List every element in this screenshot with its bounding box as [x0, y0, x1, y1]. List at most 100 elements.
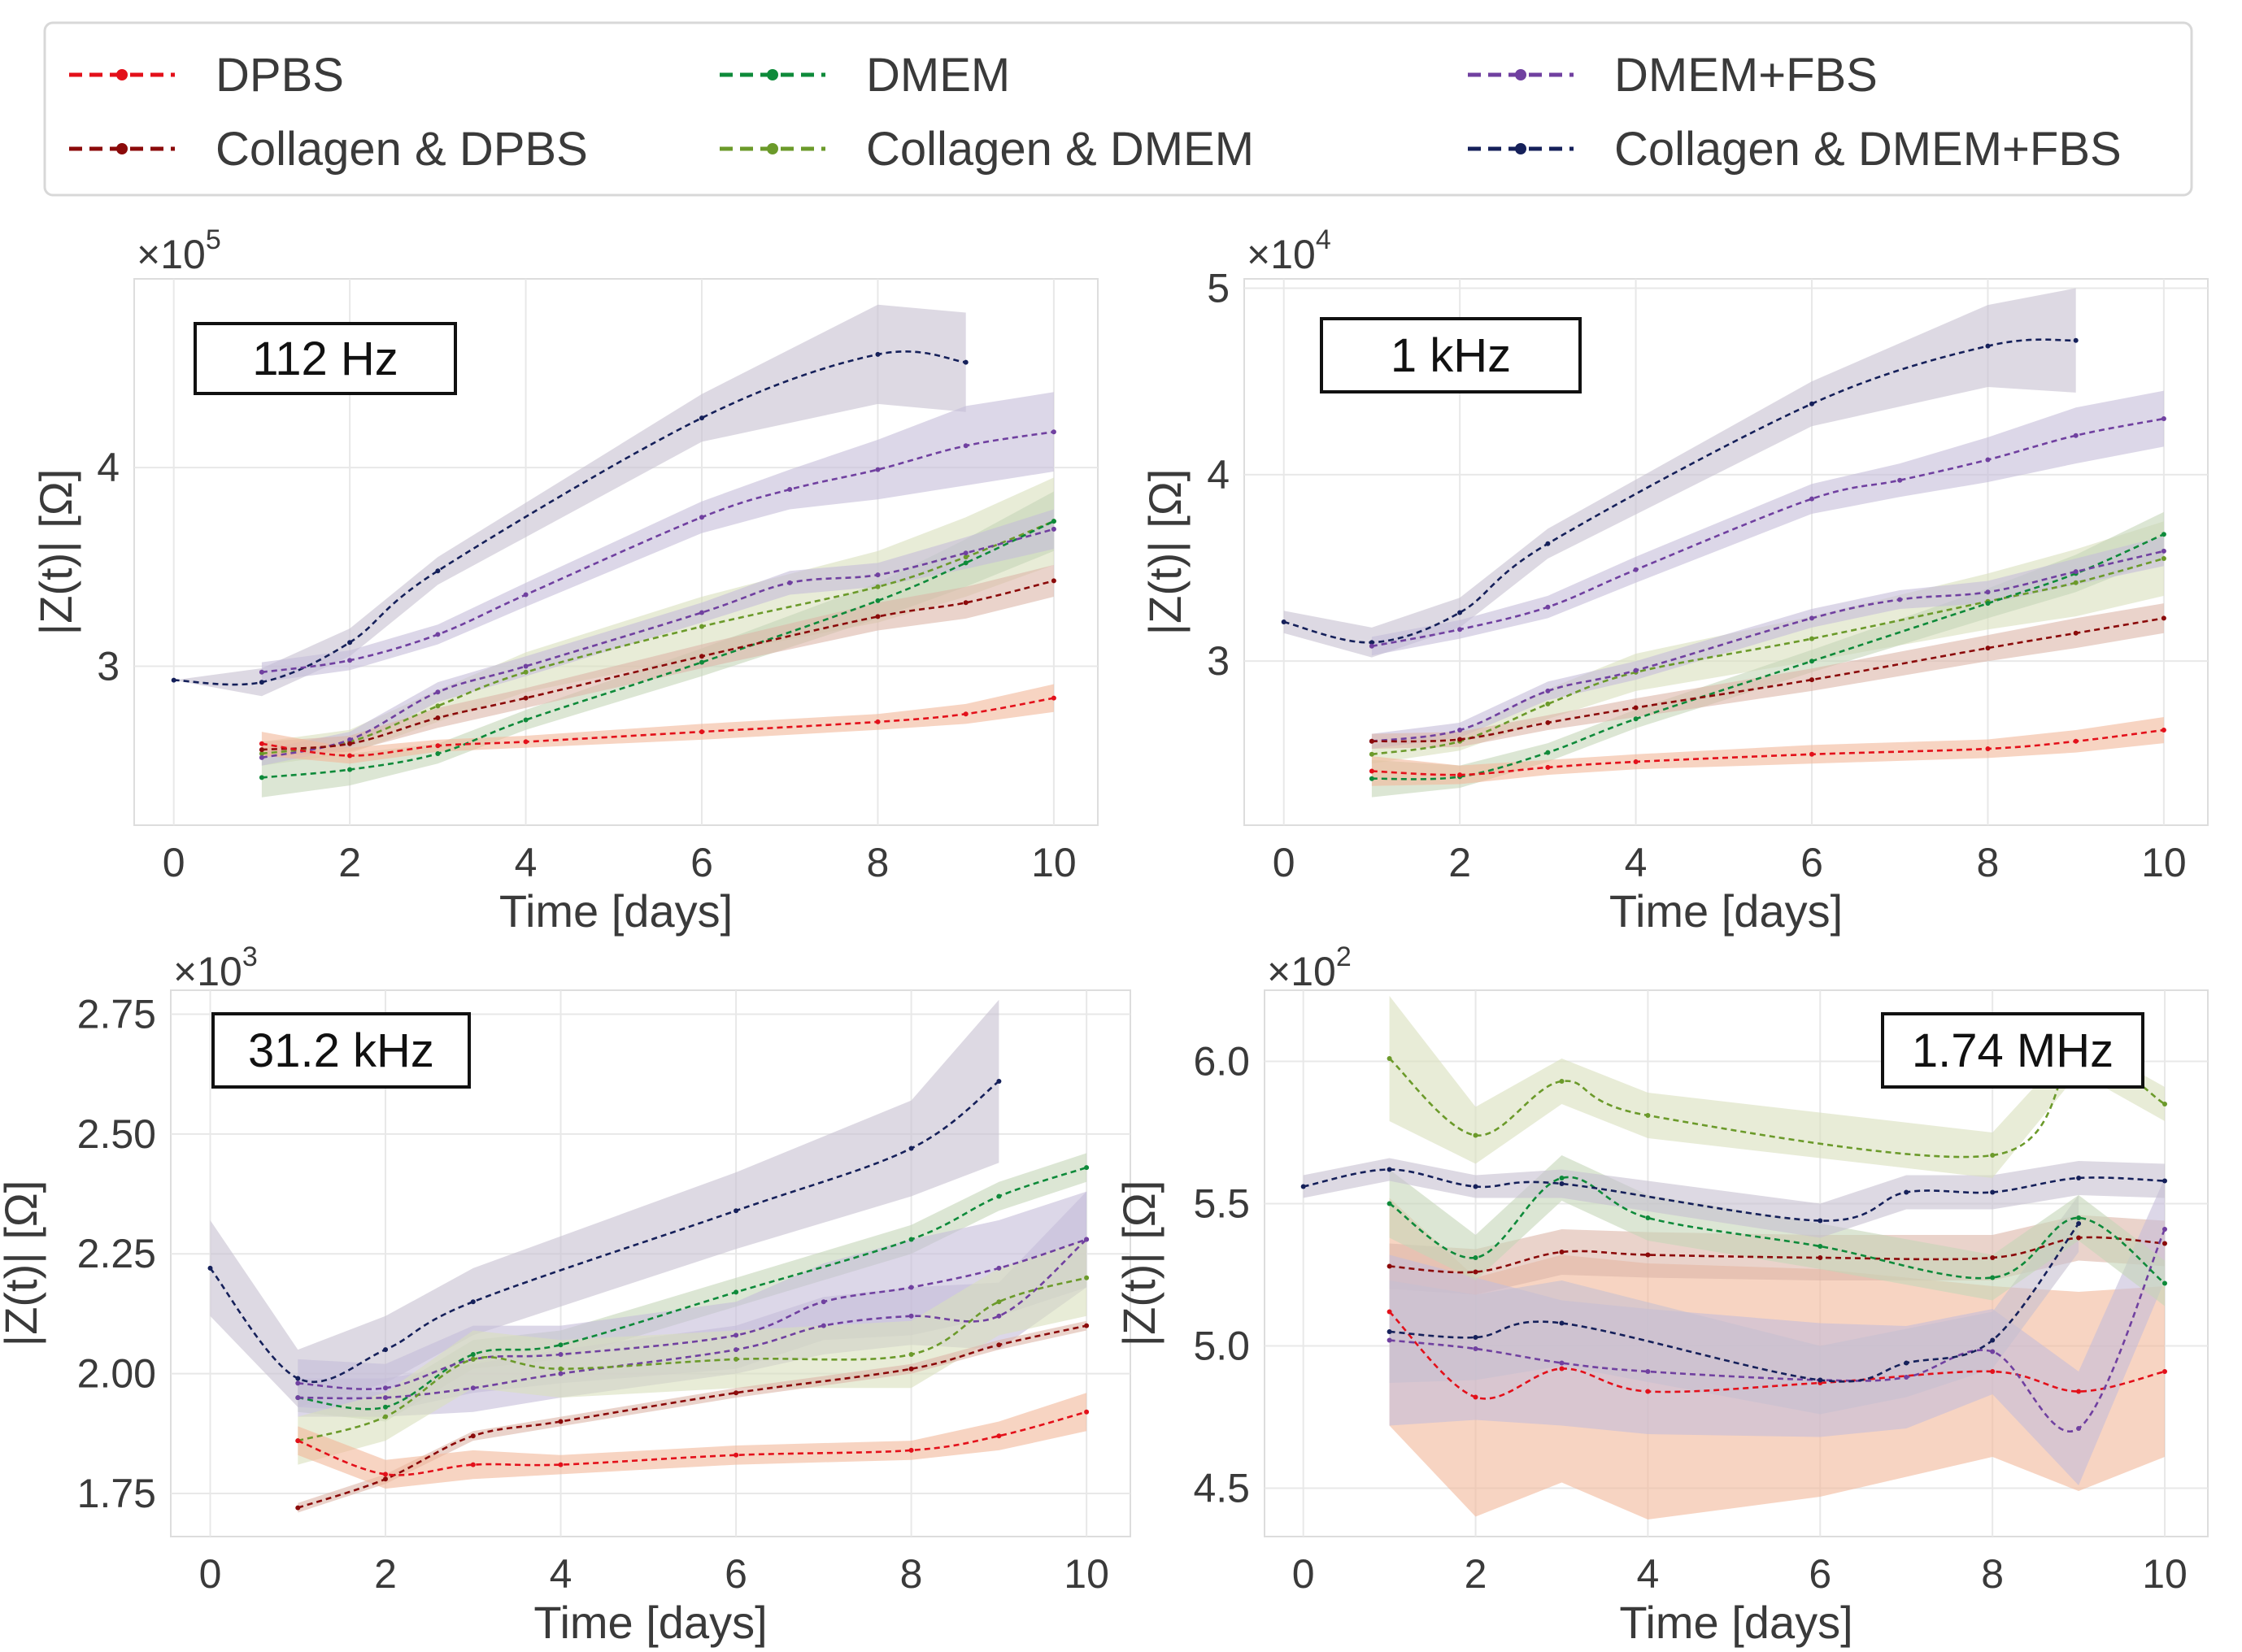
data-point-dmem-fbs	[996, 1265, 1002, 1271]
data-point-collagen-dpbs	[1369, 738, 1374, 744]
data-point-collagen-dmem-fbs	[1559, 1181, 1565, 1186]
data-point-dpbs	[1809, 751, 1814, 757]
series-line-dmem-fbs	[1371, 550, 2165, 743]
series-group	[207, 999, 1090, 1513]
data-point-dmem	[1559, 1176, 1565, 1180]
data-point-dpbs	[295, 1438, 301, 1444]
x-tick-label: 0	[1273, 840, 1295, 885]
data-point-collagen-dpbs	[963, 600, 969, 606]
y-tick-label: 3	[1207, 638, 1230, 684]
data-point-dpbs	[1369, 768, 1374, 774]
data-point-collagen-dmem-fbs	[435, 568, 441, 574]
data-point-dmem-fbs	[1545, 604, 1551, 610]
data-point-collagen-dpbs	[1545, 719, 1551, 725]
axis-multiplier: ×103	[173, 941, 258, 994]
data-point-dmem-fbs	[1051, 526, 1056, 532]
data-point-dmem	[1633, 716, 1639, 722]
data-point-dmem	[875, 598, 881, 603]
data-point-dmem-fbs	[2161, 548, 2166, 554]
legend-label-dmem: DMEM	[866, 49, 1010, 102]
data-point-dmem-fbs	[2073, 433, 2079, 438]
data-point-dmem-fbs	[734, 1332, 739, 1338]
x-tick-label: 6	[725, 1551, 747, 1597]
data-point-dmem-fbs	[1633, 567, 1639, 572]
data-point-dmem-fbs	[1559, 1360, 1565, 1366]
data-point-dpbs	[1633, 759, 1639, 764]
x-tick-label: 6	[690, 840, 713, 885]
x-tick-label: 4	[550, 1551, 572, 1597]
data-point-dmem-fbs	[347, 658, 353, 663]
data-point-collagen-dmem-fbs	[1818, 1377, 1823, 1383]
x-tick-label: 8	[900, 1551, 923, 1597]
x-tick-label: 10	[1064, 1551, 1109, 1597]
legend-marker-dmem-fbs	[1515, 69, 1526, 80]
legend-item-dmem: DMEM	[720, 49, 1010, 102]
data-point-dpbs	[2161, 728, 2166, 733]
data-point-collagen-dmem	[1990, 1153, 1996, 1158]
data-point-collagen-dmem-fbs	[347, 640, 353, 646]
data-point-dmem	[558, 1342, 564, 1348]
series-line-dpbs	[261, 697, 1055, 757]
data-point-dpbs	[1545, 764, 1551, 770]
series-line-collagen-dmem-fbs	[1283, 338, 2076, 644]
annotation-text: 31.2 kHz	[248, 1024, 434, 1077]
data-point-collagen-dmem-fbs	[1457, 610, 1463, 615]
data-point-dpbs	[2073, 738, 2079, 744]
data-point-collagen-dpbs	[383, 1476, 388, 1482]
data-point-collagen-dmem-fbs	[1387, 1329, 1392, 1334]
data-point-dmem-fbs	[2162, 1227, 2167, 1232]
axis-multiplier-base: ×10	[1247, 232, 1316, 277]
data-point-collagen-dmem-fbs	[1559, 1320, 1565, 1326]
series-line-dmem	[1371, 533, 2165, 780]
data-point-collagen-dpbs	[435, 715, 441, 720]
series-group	[1281, 288, 2166, 798]
data-point-collagen-dmem-fbs	[908, 1146, 914, 1151]
data-point-collagen-dmem	[259, 751, 264, 756]
x-tick-label: 2	[374, 1551, 397, 1597]
series-line-dmem-fbs	[298, 1238, 1087, 1390]
x-tick-label: 6	[1800, 840, 1823, 885]
data-point-dpbs	[2162, 1369, 2167, 1374]
data-point-dmem-fbs	[1645, 1369, 1651, 1374]
data-point-collagen-dpbs	[1633, 705, 1639, 711]
data-point-dmem-fbs	[699, 515, 704, 520]
data-point-dmem-fbs	[2076, 1426, 2082, 1431]
data-point-collagen-dmem	[1387, 1056, 1392, 1061]
data-point-collagen-dmem-fbs	[1369, 640, 1374, 646]
axis-multiplier: ×102	[1267, 941, 1352, 994]
data-point-collagen-dmem	[470, 1356, 476, 1362]
x-axis-label: Time [days]	[499, 885, 733, 937]
data-point-collagen-dpbs	[1645, 1252, 1651, 1258]
x-axis-label: Time [days]	[533, 1597, 767, 1648]
data-point-collagen-dpbs	[1809, 677, 1814, 683]
data-point-collagen-dmem-fbs	[1300, 1184, 1306, 1189]
x-axis-label: Time [days]	[1609, 885, 1843, 937]
data-point-dmem-fbs	[435, 632, 441, 637]
x-tick-label: 2	[338, 840, 361, 885]
legend-marker-collagen-dmem-fbs	[1515, 143, 1526, 154]
data-point-collagen-dmem	[1559, 1079, 1565, 1084]
data-point-collagen-dpbs	[1985, 646, 1991, 651]
y-axis-label: |Z(t)| [Ω]	[30, 469, 81, 636]
data-point-collagen-dmem	[1809, 636, 1814, 641]
axis-multiplier-exponent: 3	[242, 941, 258, 972]
legend-marker-dpbs	[116, 69, 128, 80]
error-band-collagen-dmem	[298, 1239, 1087, 1465]
annotation-text: 1 kHz	[1391, 329, 1511, 382]
legend-marker-dmem	[767, 69, 778, 80]
data-point-collagen-dmem-fbs	[1904, 1189, 1909, 1195]
data-point-dpbs	[699, 729, 704, 735]
series-line-dmem	[1388, 1176, 2166, 1285]
y-tick-label: 2.75	[77, 991, 156, 1037]
series-line-collagen-dmem-fbs	[1303, 1168, 2166, 1222]
data-point-dmem-fbs	[875, 572, 881, 578]
data-point-collagen-dmem-fbs	[383, 1347, 388, 1353]
data-point-dmem-fbs	[1473, 1346, 1478, 1351]
data-point-collagen-dpbs	[2161, 615, 2166, 621]
data-point-collagen-dpbs	[259, 747, 264, 753]
data-point-collagen-dmem-fbs	[295, 1376, 301, 1381]
data-point-dmem-fbs	[821, 1299, 826, 1305]
data-point-dmem	[435, 751, 441, 756]
data-point-collagen-dmem-fbs	[875, 351, 881, 357]
data-point-dpbs	[1051, 695, 1056, 701]
